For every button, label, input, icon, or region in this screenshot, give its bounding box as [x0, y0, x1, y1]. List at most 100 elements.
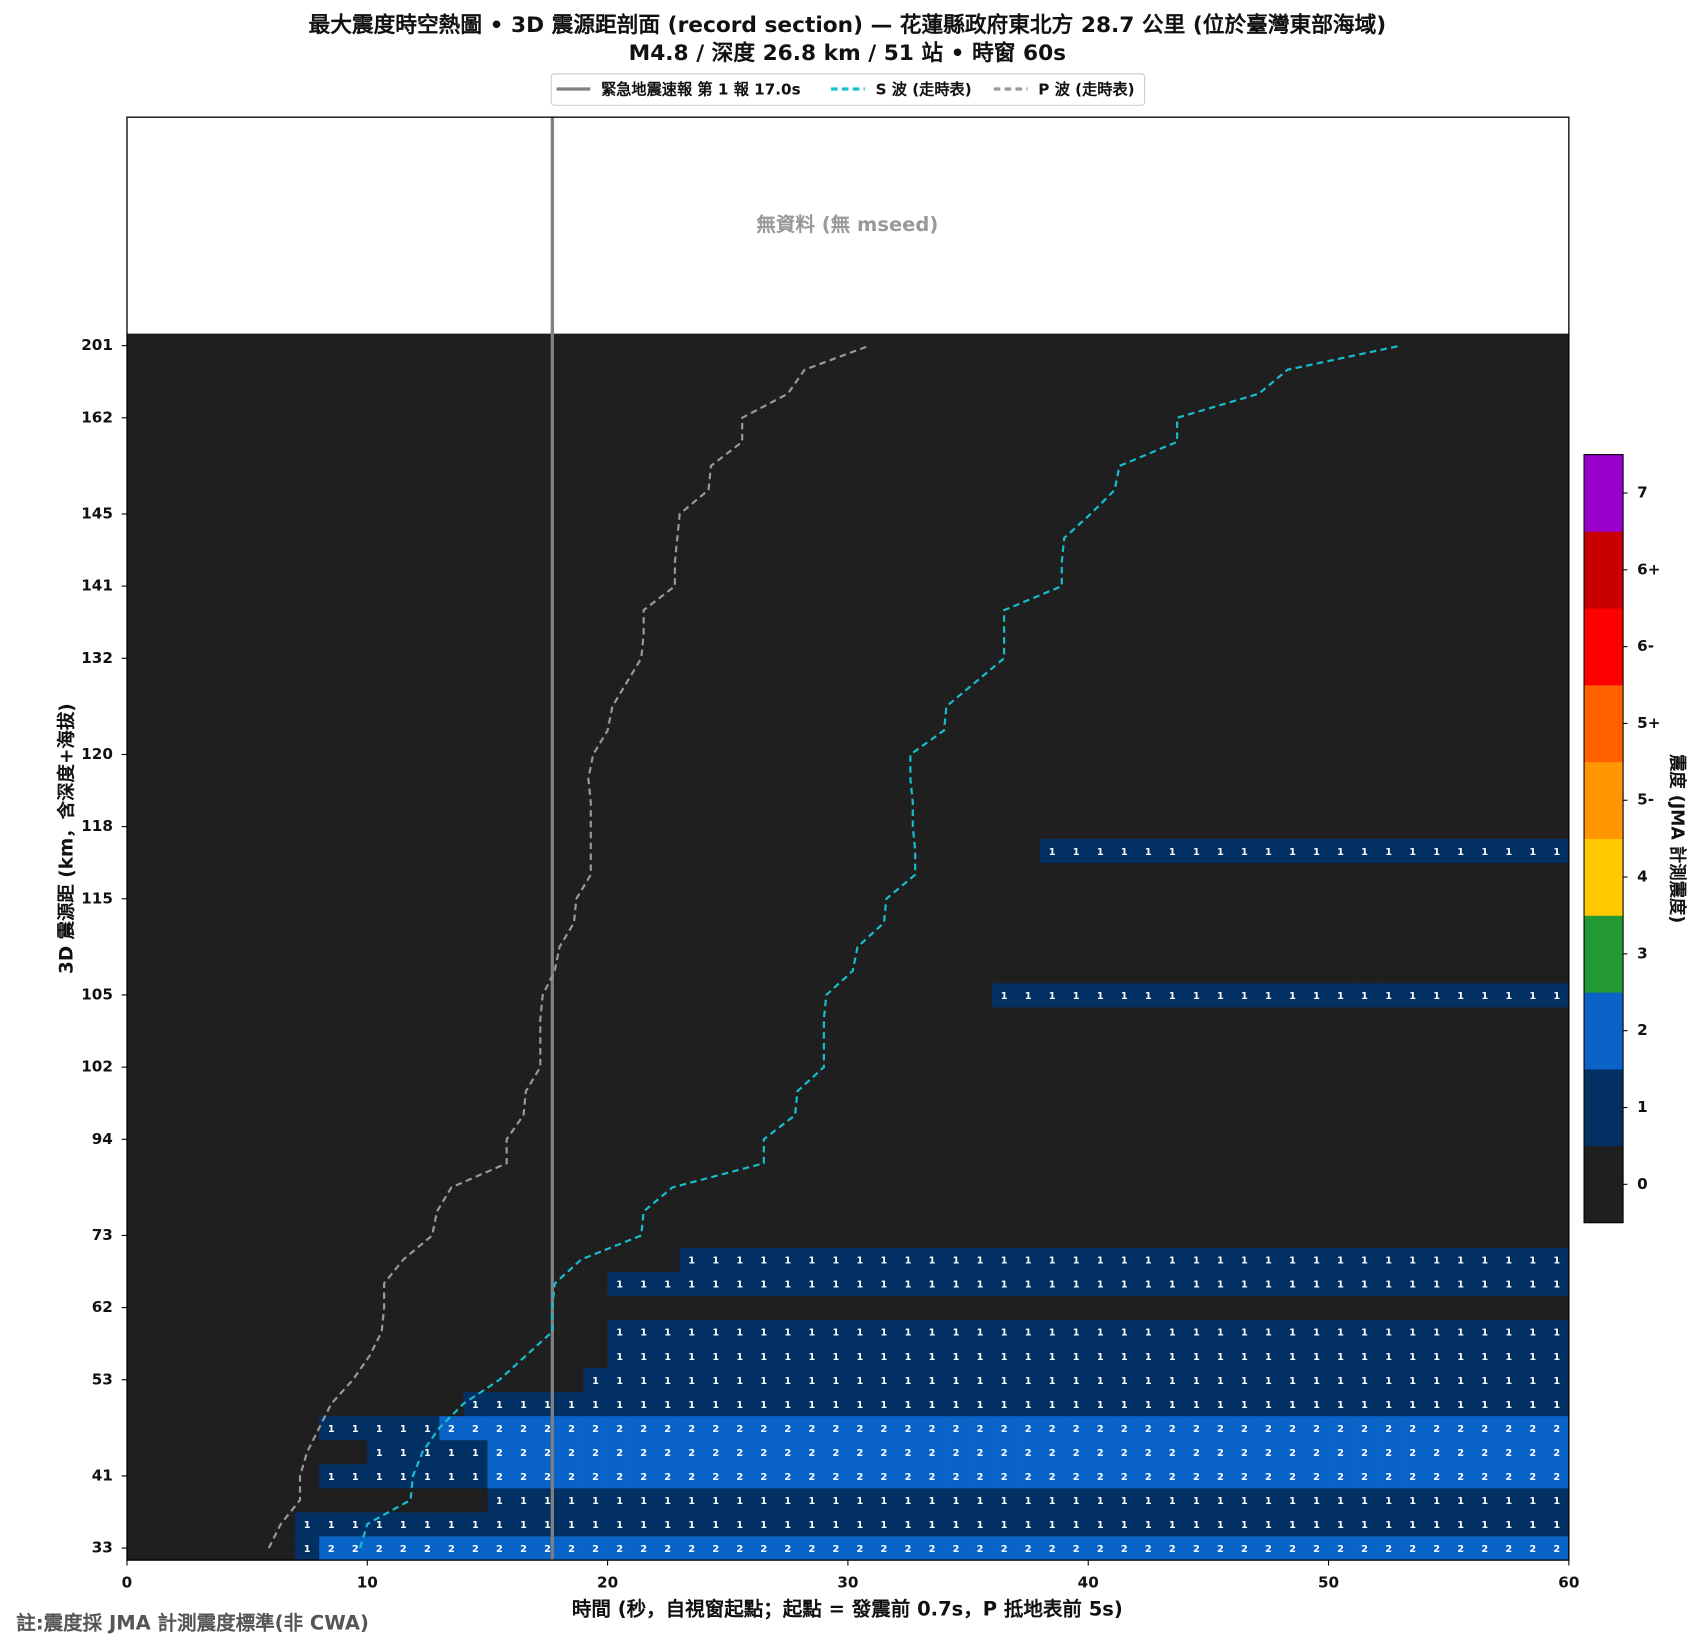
- heat-cell: [1208, 718, 1233, 743]
- heat-cell: [607, 1127, 632, 1152]
- heat-cell: [1112, 1006, 1137, 1032]
- cell-label: 1: [640, 1520, 647, 1531]
- heat-cell: [415, 982, 440, 1008]
- heat-cell: [1232, 501, 1257, 527]
- heat-cell: [607, 718, 632, 743]
- heat-cell: [1136, 742, 1161, 767]
- heat-cell: [1376, 790, 1401, 815]
- cell-label: 2: [784, 1472, 791, 1483]
- heat-cell: [1016, 790, 1041, 815]
- heat-cell: [944, 646, 969, 671]
- heat-cell: [1304, 1319, 1329, 1345]
- heat-cell: [799, 1295, 825, 1320]
- heat-cell: [944, 1415, 969, 1441]
- heat-cell: [1280, 1463, 1305, 1489]
- heat-cell: [1256, 766, 1281, 791]
- heat-cell: [1352, 1271, 1377, 1296]
- cell-label: 2: [760, 1472, 767, 1483]
- heat-cell: [944, 598, 969, 623]
- heat-cell: [319, 1512, 344, 1537]
- heat-cell: [1136, 598, 1161, 623]
- heat-cell: [367, 574, 392, 599]
- heat-cell: [223, 622, 248, 647]
- heat-cell: [968, 1151, 993, 1176]
- heat-cell: [271, 910, 296, 936]
- cell-label: 1: [328, 1520, 335, 1531]
- heat-cell: [1400, 1199, 1425, 1224]
- heat-cell: [992, 742, 1017, 767]
- cell-label: 1: [1529, 1400, 1536, 1411]
- cell-label: 1: [1361, 1280, 1368, 1291]
- cell-label: 2: [1145, 1424, 1152, 1435]
- heat-cell: [535, 1175, 560, 1200]
- heat-cell: [751, 622, 777, 647]
- heat-cell: [1376, 958, 1401, 984]
- cell-label: 1: [881, 1256, 888, 1267]
- heat-cell: [920, 934, 945, 960]
- heat-cell: [175, 934, 200, 960]
- heat-cell: [271, 1512, 296, 1537]
- cell-label: 2: [1433, 1448, 1440, 1459]
- heat-cell: [1544, 598, 1570, 623]
- heat-cell: [1160, 1127, 1185, 1152]
- heat-cell: [1520, 1127, 1546, 1152]
- heat-cell: [367, 453, 392, 479]
- heat-cell: [1232, 1247, 1257, 1272]
- heat-cell: [1544, 766, 1570, 791]
- heat-cell: [1400, 1463, 1425, 1489]
- heat-cell: [799, 1151, 825, 1176]
- cell-label: 2: [808, 1544, 815, 1555]
- heat-cell: [1232, 357, 1257, 383]
- heat-cell: [1424, 501, 1450, 527]
- heat-cell: [871, 694, 897, 719]
- heat-cell: [1544, 838, 1570, 864]
- heat-cell: [439, 333, 464, 358]
- heat-cell: [1352, 405, 1377, 431]
- heat-cell: [631, 862, 656, 888]
- heat-cell: [655, 670, 681, 695]
- heat-cell: [607, 1512, 632, 1537]
- heat-cell: [1016, 1151, 1041, 1176]
- heat-cell: [944, 766, 969, 791]
- heat-cell: [1016, 1079, 1041, 1104]
- heat-cell: [583, 670, 608, 695]
- heat-cell: [295, 574, 320, 599]
- heat-cell: [1208, 982, 1233, 1008]
- heat-cell: [1160, 790, 1185, 815]
- heat-cell: [1208, 1415, 1233, 1441]
- heat-cell: [631, 1271, 656, 1296]
- cell-label: 2: [1145, 1448, 1152, 1459]
- heat-cell: [1448, 1103, 1474, 1128]
- heat-cell: [319, 766, 344, 791]
- heat-cell: [655, 550, 681, 575]
- heat-cell: [271, 1127, 296, 1152]
- heat-cell: [199, 622, 224, 647]
- heat-cell: [920, 1415, 945, 1441]
- heat-cell: [944, 574, 969, 599]
- heat-cell: [799, 742, 825, 767]
- cell-label: 2: [592, 1448, 599, 1459]
- cell-label: 1: [616, 1520, 623, 1531]
- cell-label: 1: [760, 1256, 767, 1267]
- heat-cell: [1136, 333, 1161, 358]
- heat-cell: [247, 622, 272, 647]
- heat-cell: [175, 333, 200, 358]
- heat-cell: [1088, 1271, 1113, 1296]
- cell-label: 2: [1505, 1424, 1512, 1435]
- cell-label: 2: [808, 1424, 815, 1435]
- heat-cell: [751, 718, 777, 743]
- heat-cell: [775, 790, 801, 815]
- cell-label: 1: [1481, 847, 1488, 858]
- cell-label: 2: [1409, 1424, 1416, 1435]
- heat-cell: [151, 1151, 176, 1176]
- heat-cell: [559, 429, 584, 455]
- heat-cell: [655, 742, 681, 767]
- heat-cell: [968, 381, 993, 407]
- heat-cell: [223, 429, 248, 455]
- heat-cell: [319, 742, 344, 767]
- cell-label: 1: [1553, 1520, 1560, 1531]
- heat-cell: [391, 1536, 416, 1561]
- heat-cell: [1448, 405, 1474, 431]
- heat-cell: [463, 381, 488, 407]
- heat-cell: [1064, 1343, 1089, 1369]
